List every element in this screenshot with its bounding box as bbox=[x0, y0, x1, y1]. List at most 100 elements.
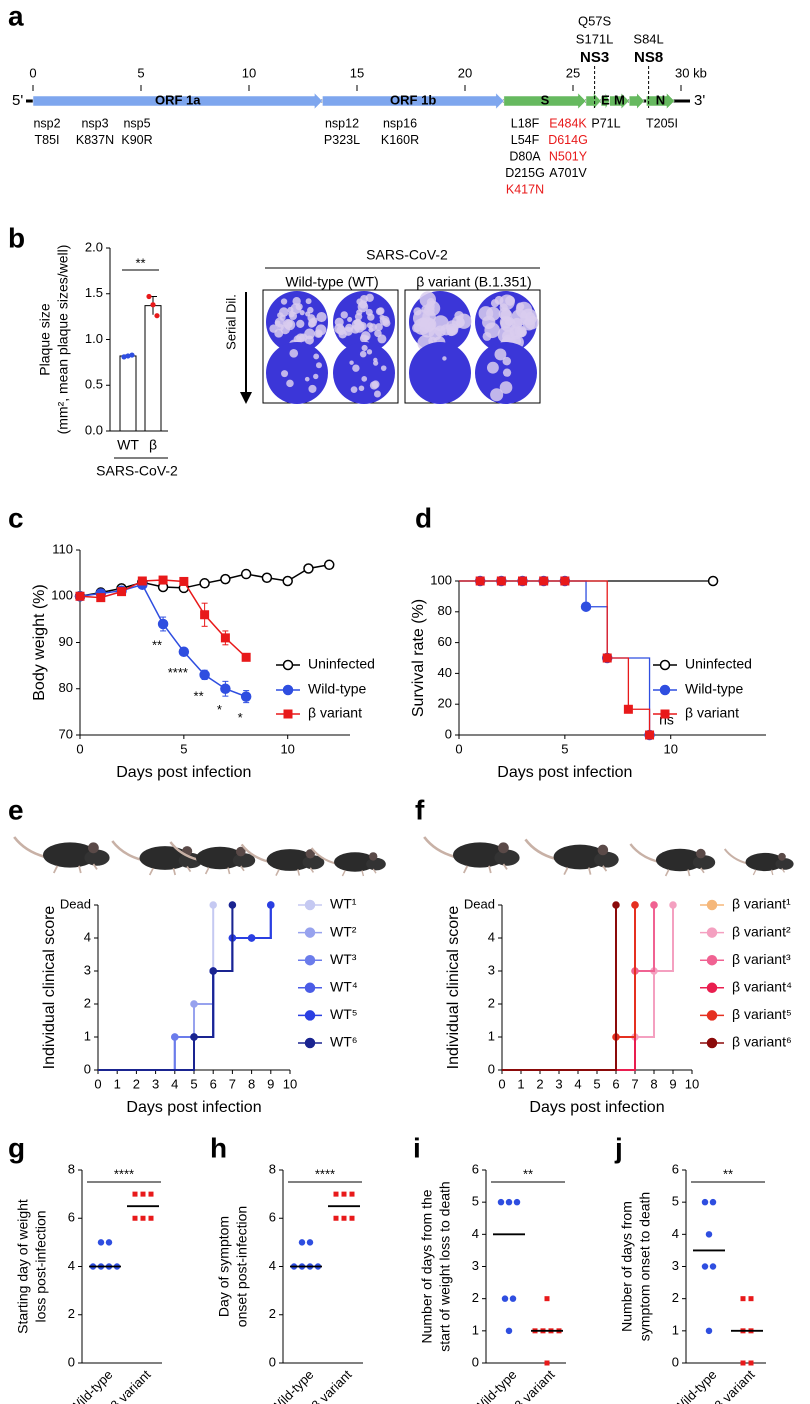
data-point bbox=[306, 1239, 314, 1246]
site-mutation: S84L bbox=[633, 31, 663, 46]
x-axis-title: Days post infection bbox=[529, 1099, 664, 1116]
scale-label: 15 bbox=[350, 65, 364, 80]
y-tick-label: 4 bbox=[488, 929, 495, 944]
y-axis-title: Survival rate (%) bbox=[410, 599, 427, 717]
site-label: NS3 bbox=[580, 49, 609, 66]
x-tick-label: 4 bbox=[574, 1076, 581, 1091]
plaque-title: SARS-CoV-2 bbox=[366, 247, 448, 263]
data-point bbox=[179, 576, 189, 586]
data-point bbox=[140, 1215, 146, 1221]
significance-label: **** bbox=[168, 665, 188, 680]
plaque bbox=[286, 379, 294, 388]
y-tick-label: 80 bbox=[438, 603, 452, 618]
legend-marker bbox=[706, 954, 718, 966]
data-point bbox=[544, 1296, 550, 1302]
plaque bbox=[364, 335, 370, 341]
arrow-head bbox=[240, 392, 252, 404]
data-point bbox=[200, 610, 210, 620]
plaque bbox=[295, 333, 306, 343]
legend-marker bbox=[282, 659, 294, 671]
data-point bbox=[645, 730, 655, 740]
y-tick-label: 3 bbox=[472, 1258, 479, 1273]
y-axis-title: Number of days from the bbox=[419, 1189, 435, 1343]
plaque bbox=[442, 356, 447, 361]
x-tick-label: 10 bbox=[280, 741, 294, 756]
y-tick-label: 0.5 bbox=[85, 377, 103, 392]
plaque bbox=[412, 323, 422, 333]
legend-marker bbox=[660, 709, 670, 719]
y-tick-label: 80 bbox=[59, 680, 73, 695]
plaque bbox=[315, 362, 322, 369]
data-point bbox=[631, 901, 639, 909]
y-tick-label: 2.0 bbox=[85, 239, 103, 254]
x-tick-label: 9 bbox=[669, 1076, 676, 1091]
data-point bbox=[341, 1215, 347, 1221]
y-tick-label: 6 bbox=[68, 1210, 75, 1225]
data-point bbox=[709, 1263, 717, 1270]
plaque bbox=[486, 361, 499, 374]
legend-marker bbox=[304, 1037, 316, 1049]
y-tick-label: 0 bbox=[68, 1354, 75, 1369]
plaque bbox=[509, 326, 523, 340]
mutation-label: E484K bbox=[549, 116, 587, 130]
plaque bbox=[478, 306, 494, 321]
panel-label: b bbox=[8, 222, 25, 253]
y-tick-label: 2 bbox=[672, 1290, 679, 1305]
mutation-label: D614G bbox=[548, 133, 588, 147]
legend-label: Wild-type bbox=[308, 681, 367, 697]
mutation-label: K160R bbox=[381, 133, 419, 147]
plaque bbox=[366, 349, 373, 355]
x-tick-label: 4 bbox=[171, 1076, 178, 1091]
plaque bbox=[379, 314, 385, 320]
x-tick-label: WT bbox=[117, 437, 139, 453]
x-axis-title: Days post infection bbox=[497, 764, 632, 781]
data-point bbox=[137, 576, 147, 586]
plaque bbox=[290, 303, 302, 314]
data-point bbox=[199, 669, 210, 681]
x-tick-label: 0 bbox=[94, 1076, 101, 1091]
plaque bbox=[356, 309, 363, 316]
mutation-label: A701V bbox=[549, 166, 587, 180]
x-tick-label: 3 bbox=[555, 1076, 562, 1091]
x-tick-label: 0 bbox=[455, 741, 462, 756]
data-point bbox=[513, 1198, 521, 1206]
legend-label: β variant bbox=[308, 705, 362, 721]
prime-label: 5' bbox=[12, 92, 23, 109]
plaque bbox=[299, 310, 305, 316]
series-line bbox=[98, 905, 215, 1071]
data-point bbox=[602, 653, 612, 663]
data-point bbox=[178, 646, 190, 657]
data-point bbox=[518, 576, 528, 586]
data-point bbox=[140, 1191, 146, 1197]
plaque bbox=[504, 317, 514, 327]
mouse bbox=[524, 838, 621, 876]
mutation-label: P71L bbox=[591, 116, 620, 130]
data-point bbox=[220, 573, 231, 585]
plaque bbox=[283, 318, 293, 329]
plaque bbox=[315, 330, 323, 338]
panel-label: g bbox=[8, 1132, 25, 1163]
legend-marker bbox=[304, 1010, 316, 1021]
y-tick-label: 100 bbox=[430, 572, 452, 587]
legend-marker bbox=[304, 954, 316, 966]
panel-label: f bbox=[415, 794, 425, 825]
plaque bbox=[373, 360, 379, 366]
plaque bbox=[490, 299, 500, 308]
legend-label: WT³ bbox=[330, 951, 357, 967]
plaque bbox=[358, 385, 365, 392]
x-tick-label: Wild-type bbox=[671, 1367, 720, 1404]
plaque bbox=[340, 311, 348, 319]
y-axis-title: Day of symptom bbox=[216, 1216, 232, 1317]
y-tick-label: 3 bbox=[488, 962, 495, 977]
y-tick-label: 6 bbox=[672, 1161, 679, 1176]
y-axis-title: Number of days from bbox=[619, 1201, 635, 1332]
plaque bbox=[380, 365, 387, 371]
data-point bbox=[154, 313, 160, 319]
series-line bbox=[98, 905, 234, 1071]
data-point bbox=[132, 1215, 138, 1221]
mutation-label: nsp5 bbox=[123, 116, 150, 130]
mutation-label: nsp2 bbox=[33, 116, 60, 130]
data-point bbox=[129, 352, 135, 358]
significance-label: ** bbox=[152, 637, 162, 652]
y-tick-label: 6 bbox=[472, 1161, 479, 1176]
